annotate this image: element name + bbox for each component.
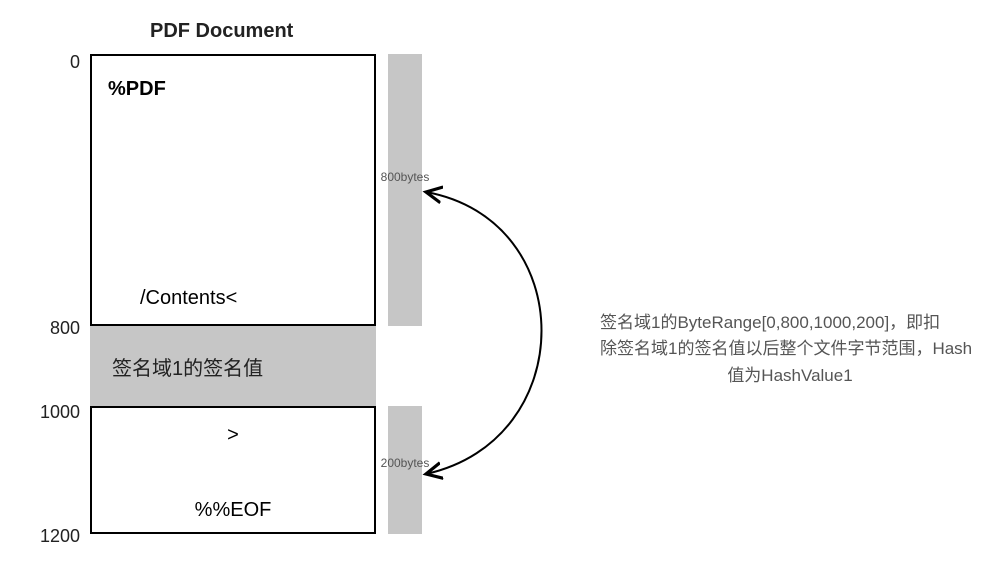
desc-line-2: 除签名域1的签名值以后整个文件字节范围，Hash <box>600 336 980 362</box>
signature-value-label: 签名域1的签名值 <box>112 352 263 381</box>
pdf-header-label: %PDF <box>108 78 358 101</box>
diagram-title: PDF Document <box>150 20 293 43</box>
desc-line-3: 值为HashValue1 <box>600 363 980 389</box>
byte-bar-bottom-label: 200bytes <box>380 456 430 470</box>
tick-1200: 1200 <box>20 526 80 547</box>
contents-close-label: > <box>108 424 358 447</box>
byterange-description: 签名域1的ByteRange[0,800,1000,200]，即扣 除签名域1的… <box>600 310 980 389</box>
tick-800: 800 <box>20 318 80 339</box>
tick-0: 0 <box>20 52 80 73</box>
tick-1000: 1000 <box>20 402 80 423</box>
desc-line-1: 签名域1的ByteRange[0,800,1000,200]，即扣 <box>600 310 980 336</box>
byte-bar-top-label: 800bytes <box>380 170 430 184</box>
byte-bar-top <box>388 54 422 326</box>
diagram-canvas: PDF Document 0 800 1000 1200 %PDF /Conte… <box>20 20 980 544</box>
pdf-segment-bottom: > %%EOF <box>90 406 376 534</box>
byte-bar-bottom <box>388 406 422 534</box>
eof-label: %%EOF <box>92 499 374 522</box>
contents-open-label: /Contents< <box>140 287 237 310</box>
pdf-segment-top: %PDF /Contents< <box>90 54 376 326</box>
signature-value-segment: 签名域1的签名值 <box>90 326 376 406</box>
